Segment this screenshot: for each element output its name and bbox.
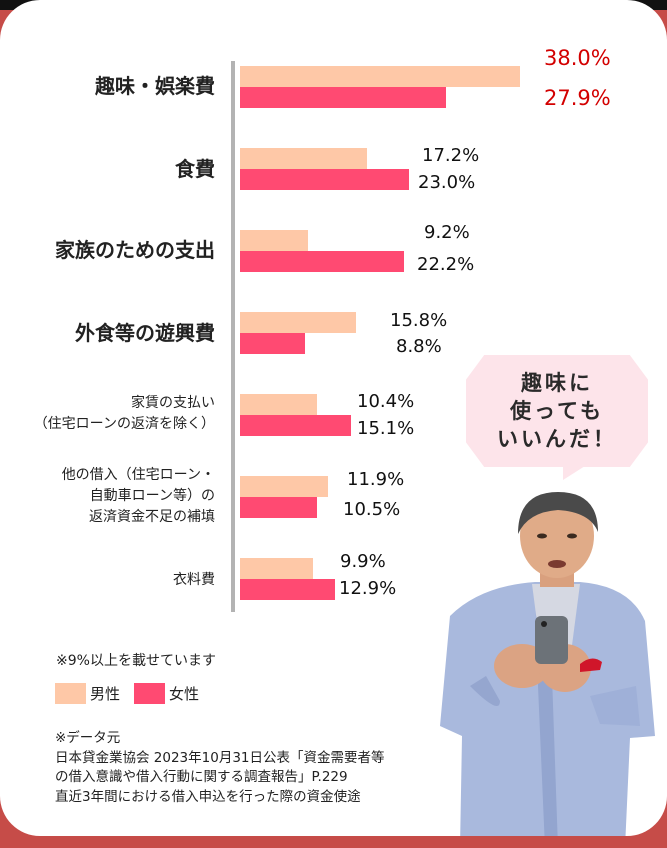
category-label-family: 家族のための支出 [55,238,215,262]
source-line: の借入意識や借入行動に関する調査報告」P.229 [55,769,348,785]
category-label-clothing: 衣料費 [173,572,215,588]
value-male-hobby: 38.0% [544,46,611,70]
source-line: 直近3年間における借入申込を行った際の資金使途 [55,788,361,805]
y-axis-line [231,61,235,612]
bar-female [240,169,410,190]
value-female-other-loans: 10.5% [343,499,401,520]
speech-bubble-tail [563,466,585,480]
bar-female [240,87,446,108]
value-female-dining: 8.8% [396,336,442,357]
legend-swatch-female [134,683,166,704]
source-heading: ※データ元 [55,730,121,746]
bar-female [240,579,336,600]
speech-bubble-text: 趣味に 使っても いいんだ！ [497,371,617,451]
value-female-food: 23.0% [418,172,476,193]
source-line: 日本貸金業協会 2023年10月31日公表「資金需要者等 [55,749,385,766]
category-label-rent: 家賃の支払い （住宅ローンの返済を除く） [33,395,215,432]
category-label-dining: 外食等の遊興費 [75,321,215,345]
bar-male [240,558,313,579]
bar-male [240,312,357,333]
value-male-other-loans: 11.9% [347,469,405,490]
bar-male [240,476,328,497]
bar-male [240,230,308,251]
legend: 男性 女性 [55,683,213,704]
bar-male [240,66,520,87]
value-male-family: 9.2% [424,222,470,243]
category-label-hobby: 趣味・娯楽費 [95,74,215,98]
value-male-dining: 15.8% [390,310,448,331]
bar-female [240,497,318,518]
value-male-rent: 10.4% [357,391,415,412]
speech-bubble: 趣味に 使っても いいんだ！ [466,355,648,467]
value-female-family: 22.2% [417,254,475,275]
legend-swatch-male [55,683,86,704]
value-male-clothing: 9.9% [340,551,386,572]
data-source: ※データ元 日本貸金業協会 2023年10月31日公表「資金需要者等 の借入意識… [55,729,385,807]
value-female-clothing: 12.9% [339,578,397,599]
value-male-food: 17.2% [422,145,480,166]
bar-female [240,333,305,354]
value-female-rent: 15.1% [357,418,415,439]
bar-male [240,148,367,169]
legend-label-male: 男性 [90,685,121,703]
category-label-food: 食費 [175,157,215,181]
bar-male [240,394,317,415]
category-label-other-loans: 他の借入（住宅ローン・ 自動車ローン等）の 返済資金不足の補填 [61,467,215,525]
legend-label-female: 女性 [169,685,200,703]
threshold-note: ※9%以上を載せています [56,653,216,669]
bar-female [240,415,352,436]
man-with-smartphone-image [440,492,655,836]
bar-female [240,251,404,272]
value-female-hobby: 27.9% [544,86,611,110]
